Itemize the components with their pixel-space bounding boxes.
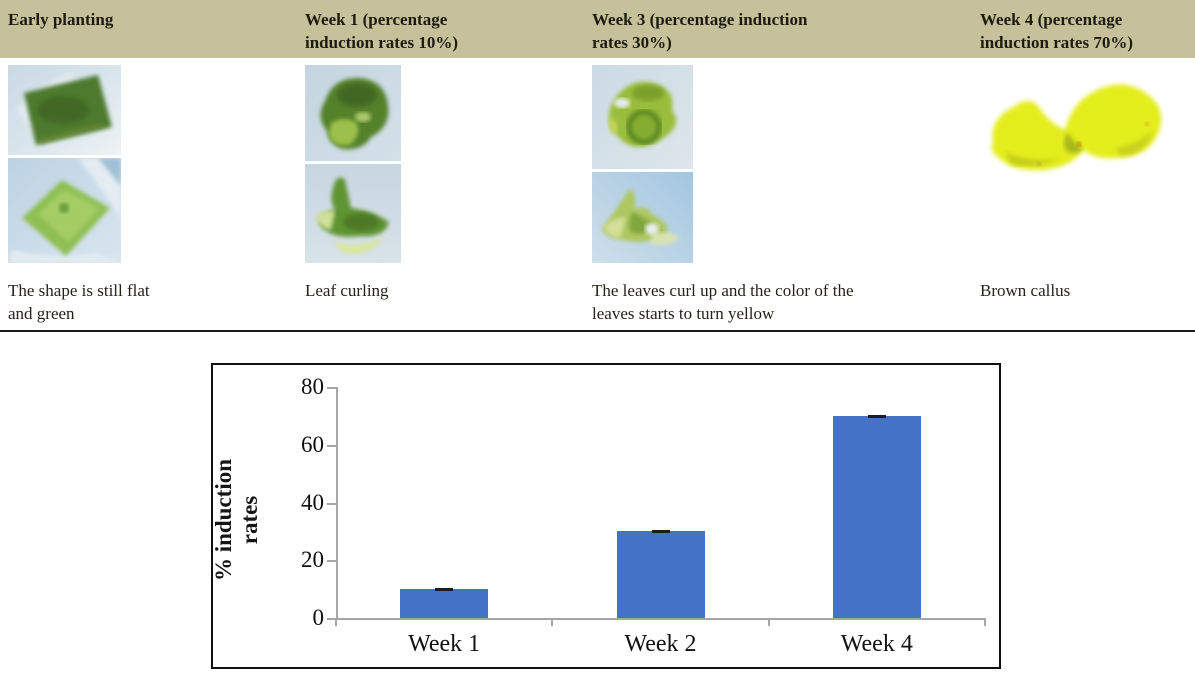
y-tick-label: 80 <box>301 374 324 399</box>
y-tick-label: 0 <box>312 605 325 630</box>
x-tick-mark <box>551 618 554 626</box>
y-tick-mark <box>327 560 336 563</box>
error-bar-cap <box>867 414 886 418</box>
x-axis-line <box>336 618 985 620</box>
header-week3: Week 3 (percentage induction rates 30%) <box>592 10 808 52</box>
table-bottom-rule <box>0 330 1195 332</box>
caption-week4: Brown callus <box>980 281 1071 300</box>
caption-week1: Leaf curling <box>305 281 389 300</box>
error-bar-cap <box>435 588 454 592</box>
y-tick-mark <box>327 618 336 620</box>
y-tick-label: 40 <box>301 489 324 515</box>
error-bar-cap <box>651 530 670 534</box>
x-tick-label: Week 1 <box>408 631 481 657</box>
x-tick-mark <box>335 618 337 626</box>
induction-chart: % induction rates 0 20 40 60 80 Week 1 Week 2 W… <box>211 363 1001 669</box>
x-tick-label: Week 2 <box>624 631 697 657</box>
y-axis-title: % induction rates <box>211 458 262 582</box>
y-tick-mark <box>327 387 336 389</box>
header-early-planting: Early planting <box>8 10 114 29</box>
photo-early-planting-2 <box>8 158 121 263</box>
x-tick-mark <box>984 618 986 626</box>
y-tick-mark <box>327 502 336 505</box>
y-tick-label: 60 <box>301 431 324 457</box>
caption-week3: The leaves curl up and the color of the … <box>592 281 854 323</box>
chart-plot: % induction rates 0 20 40 60 80 Week 1 Week 2 W… <box>211 365 999 667</box>
photo-week3-2 <box>592 172 693 263</box>
x-tick-mark <box>767 618 770 626</box>
x-tick-label: Week 4 <box>840 631 913 657</box>
header-week4: Week 4 (percentage induction rates 70%) <box>980 10 1133 52</box>
photo-week4-callus <box>975 60 1185 210</box>
bar-week-4 <box>832 415 921 618</box>
photo-early-planting-1 <box>8 65 121 155</box>
header-week1: Week 1 (percentage induction rates 10%) <box>305 10 458 52</box>
bar-week-1 <box>400 589 489 618</box>
table-header-band <box>0 0 1195 58</box>
photo-week3-1 <box>592 65 693 169</box>
photo-week1-1 <box>305 65 401 161</box>
y-tick-label: 20 <box>301 547 324 573</box>
bar-week-2 <box>616 531 705 618</box>
photo-week1-2 <box>305 164 401 263</box>
y-tick-mark <box>327 444 336 447</box>
caption-early-planting: The shape is still flat and green <box>8 281 150 323</box>
y-axis-line <box>336 387 338 618</box>
